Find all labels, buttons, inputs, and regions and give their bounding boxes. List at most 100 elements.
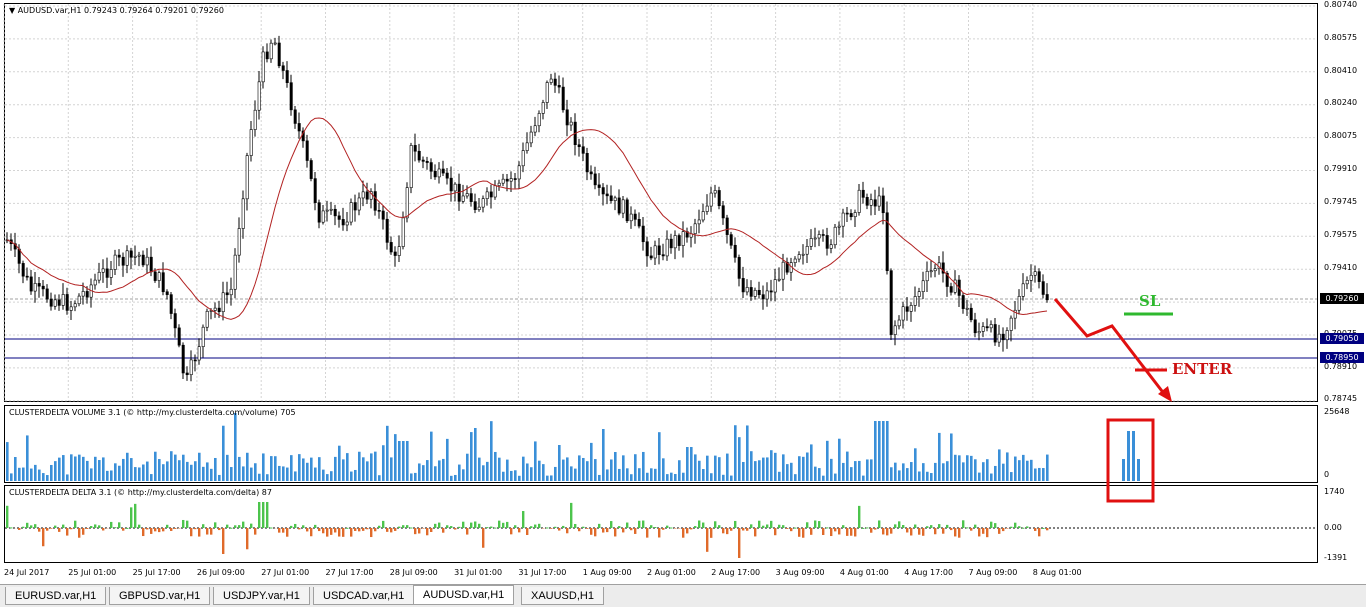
chart-tab[interactable]: USDJPY.var,H1 <box>213 587 310 605</box>
delta-bar <box>1010 527 1012 528</box>
candle-body <box>126 251 128 265</box>
delta-bar <box>514 525 516 528</box>
delta-bar <box>426 528 428 535</box>
candle-body <box>278 43 280 66</box>
delta-bar <box>206 528 208 535</box>
time-axis-label: 26 Jul 09:00 <box>197 568 245 577</box>
candle-body <box>882 196 884 213</box>
volume-bar <box>462 469 465 481</box>
volume-bar <box>314 468 317 481</box>
time-axis-label: 4 Aug 17:00 <box>904 568 953 577</box>
candle-body <box>902 307 904 320</box>
delta-bar <box>30 525 32 528</box>
volume-bar <box>758 460 761 481</box>
delta-bar <box>482 528 484 548</box>
delta-bar <box>638 521 640 528</box>
candle-body <box>1026 280 1028 284</box>
delta-bar <box>190 528 192 536</box>
delta-bar <box>750 524 752 528</box>
volume-bar <box>482 465 485 481</box>
volume-bar <box>194 461 197 481</box>
volume-bar <box>1002 464 1005 481</box>
delta-bar <box>422 528 424 529</box>
candle-body <box>202 327 204 346</box>
volume-bar <box>590 443 593 481</box>
volume-bar <box>610 459 613 481</box>
candle-body <box>594 174 596 185</box>
candle-body <box>182 345 184 373</box>
volume-bar <box>446 439 449 481</box>
delta-bar <box>474 521 476 528</box>
candle-body <box>502 179 504 183</box>
delta-bar <box>822 528 824 535</box>
chart-symbol-quote: AUDUSD.var,H1 0.79243 0.79264 0.79201 0.… <box>18 6 224 15</box>
delta-bar <box>362 528 364 531</box>
delta-bar <box>82 528 84 535</box>
candle-body <box>1034 272 1036 276</box>
candle-body <box>654 246 656 258</box>
volume-bar <box>262 453 265 481</box>
delta-axis-min: -1391 <box>1324 553 1347 562</box>
volume-bar <box>414 473 417 481</box>
candle-body <box>174 314 176 328</box>
candle-body <box>714 190 716 193</box>
volume-bar <box>510 471 513 481</box>
candle-body <box>774 280 776 292</box>
candle-body <box>22 263 24 276</box>
volume-bar <box>450 476 453 481</box>
chart-tab[interactable]: GBPUSD.var,H1 <box>109 587 210 605</box>
volume-bar <box>954 455 957 481</box>
collapse-arrow-icon[interactable]: ▼ <box>9 6 15 15</box>
delta-bar <box>242 522 244 528</box>
candle-body <box>54 300 56 306</box>
volume-bar <box>694 454 697 481</box>
price-axis-label: 0.78745 <box>1324 394 1357 403</box>
candle-body <box>962 295 964 308</box>
delta-bar <box>894 524 896 528</box>
candle-body <box>522 151 524 166</box>
delta-bar <box>498 521 500 528</box>
delta-bar <box>878 520 880 528</box>
volume-bar <box>890 467 893 481</box>
volume-bar <box>882 421 885 481</box>
volume-bar <box>62 455 65 481</box>
volume-bar <box>354 470 357 481</box>
delta-bar <box>162 528 164 531</box>
delta-bar <box>414 528 416 534</box>
volume-bar <box>762 458 765 481</box>
volume-bar <box>734 425 737 481</box>
delta-bar <box>858 506 860 528</box>
delta-bar <box>790 528 792 531</box>
candle-body <box>730 235 732 246</box>
delta-bar <box>734 521 736 528</box>
chart-tab[interactable]: USDCAD.var,H1 <box>313 587 414 605</box>
delta-bar <box>586 528 588 529</box>
chart-tab[interactable]: AUDUSD.var,H1 <box>413 585 514 605</box>
delta-bar <box>150 528 152 534</box>
candle-body <box>26 276 28 277</box>
delta-bar <box>566 528 568 533</box>
candle-body <box>194 360 196 361</box>
volume-bar <box>26 435 29 481</box>
delta-bar <box>222 528 224 554</box>
volume-bar <box>434 466 437 481</box>
volume-bar <box>958 455 961 481</box>
volume-bar <box>818 468 821 481</box>
candle-body <box>38 283 40 286</box>
volume-bar <box>30 469 33 481</box>
volume-bar <box>894 463 897 481</box>
volume-bar <box>718 457 721 481</box>
chart-tab[interactable]: XAUUSD,H1 <box>521 587 604 605</box>
chart-tab[interactable]: EURUSD.var,H1 <box>5 587 106 605</box>
delta-bar <box>866 527 868 528</box>
volume-bar <box>1132 431 1135 481</box>
delta-bar <box>794 528 796 529</box>
volume-bar <box>10 473 13 481</box>
delta-bar <box>590 528 592 535</box>
candle-body <box>814 238 816 239</box>
volume-bar <box>550 475 553 481</box>
candle-body <box>934 269 936 271</box>
volume-bar <box>238 457 241 481</box>
delta-bar <box>722 528 724 533</box>
